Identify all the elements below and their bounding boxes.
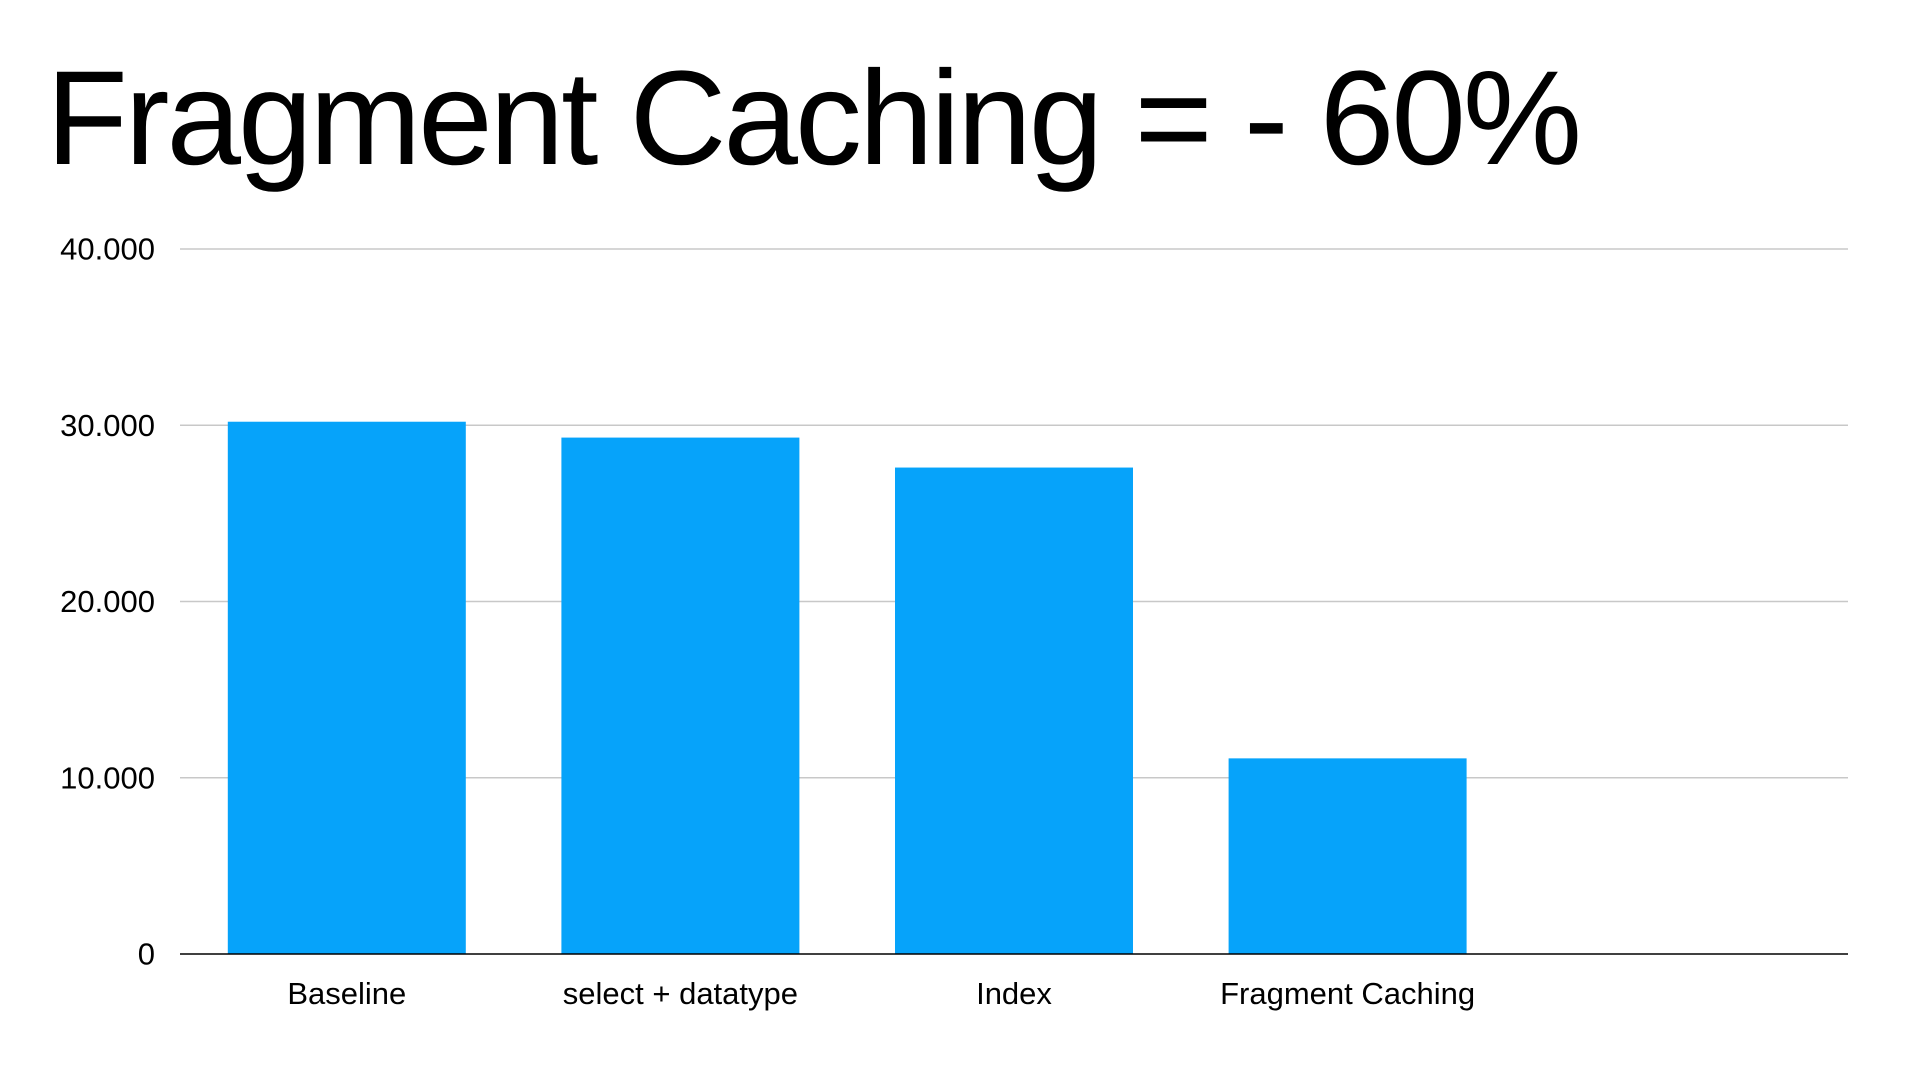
x-category-label: Fragment Caching	[1220, 976, 1475, 1011]
bar	[895, 467, 1133, 954]
y-tick-label: 40.000	[60, 232, 155, 267]
x-category-label: select + datatype	[563, 976, 798, 1011]
bars	[227, 421, 1467, 955]
y-tick-label: 20.000	[60, 584, 155, 619]
y-axis-tick-labels: 0 10.000 20.000 30.000 40.000	[60, 232, 155, 972]
bar	[561, 437, 800, 954]
x-category-label: Baseline	[287, 976, 406, 1011]
x-axis-category-labels: Baseline select + datatype Index Fragment C…	[287, 976, 1475, 1011]
y-tick-label: 30.000	[60, 408, 155, 443]
y-tick-label: 0	[138, 937, 155, 972]
bar	[1228, 758, 1467, 954]
bar	[227, 421, 466, 955]
chart-title: Fragment Caching = - 60%	[46, 44, 1582, 193]
y-tick-label: 10.000	[60, 760, 155, 795]
x-category-label: Index	[976, 976, 1052, 1011]
